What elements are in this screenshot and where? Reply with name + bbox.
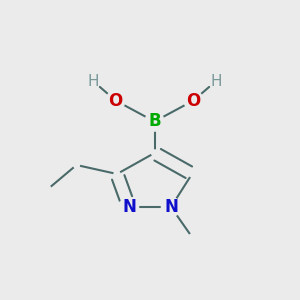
- Circle shape: [189, 171, 195, 177]
- Circle shape: [145, 112, 164, 131]
- Text: N: N: [164, 198, 178, 216]
- Circle shape: [119, 197, 139, 217]
- Circle shape: [209, 74, 223, 88]
- Text: B: B: [148, 112, 161, 130]
- Circle shape: [152, 150, 158, 156]
- Circle shape: [161, 197, 181, 217]
- Text: O: O: [186, 92, 201, 110]
- Circle shape: [114, 171, 120, 177]
- Text: N: N: [122, 198, 136, 216]
- Circle shape: [184, 91, 203, 110]
- Circle shape: [45, 186, 51, 192]
- Circle shape: [86, 74, 100, 88]
- Circle shape: [189, 234, 195, 240]
- Text: H: H: [210, 74, 222, 88]
- Text: O: O: [108, 92, 123, 110]
- Circle shape: [74, 162, 80, 168]
- Circle shape: [106, 91, 125, 110]
- Text: H: H: [87, 74, 99, 88]
